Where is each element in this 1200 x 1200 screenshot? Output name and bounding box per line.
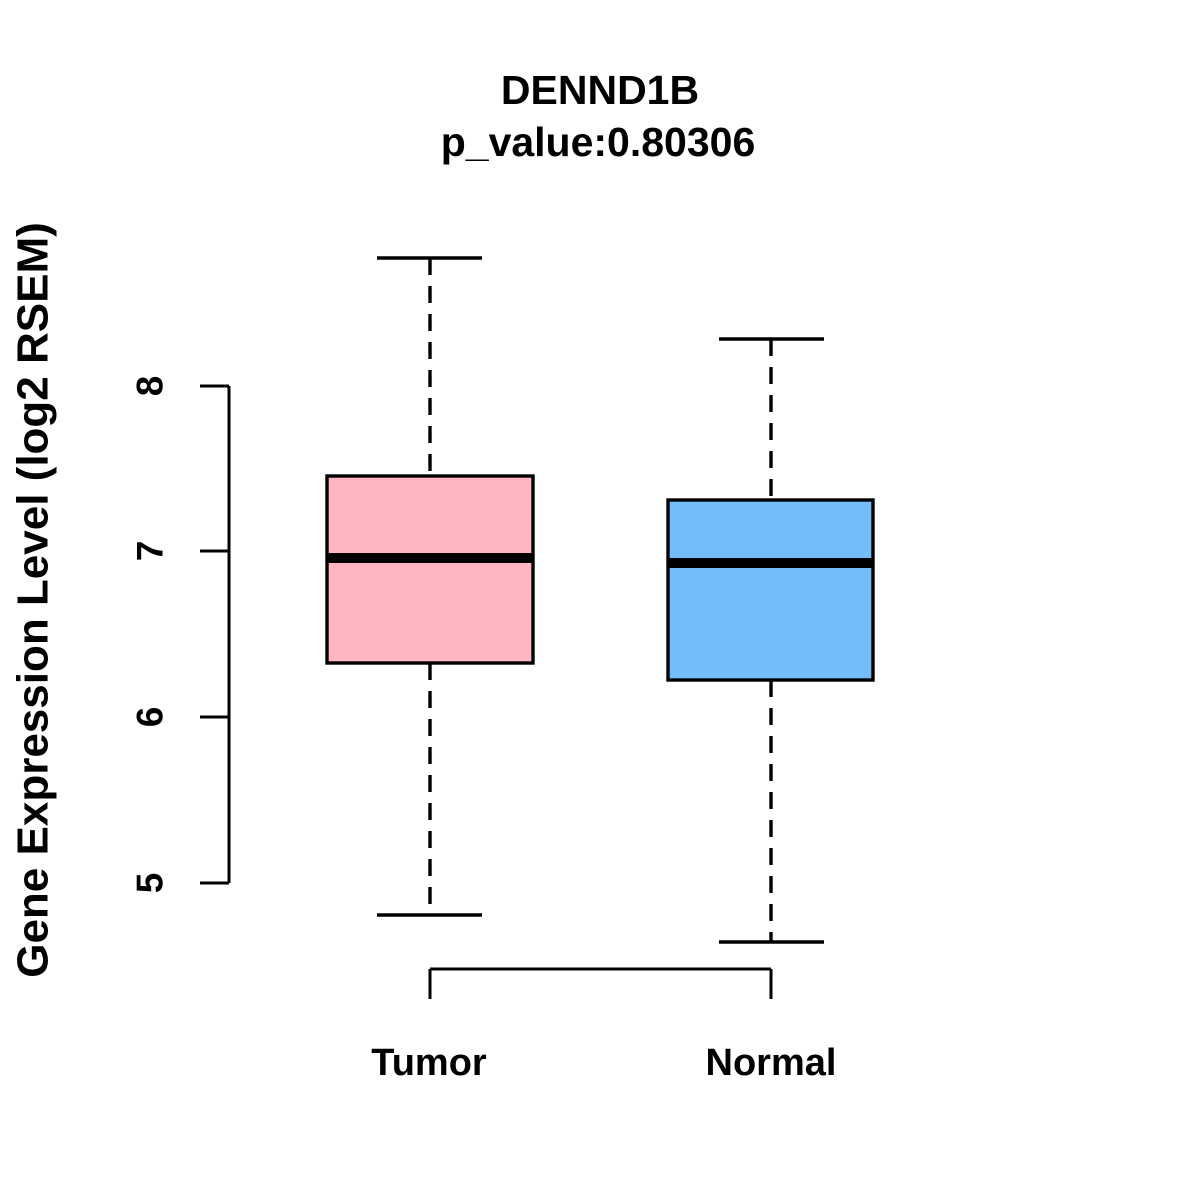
tumor-box: [325, 474, 535, 665]
y-tick-label-6: 6: [130, 707, 171, 728]
normal-boxplot: [666, 337, 875, 944]
y-tick-label-7: 7: [130, 541, 171, 562]
x-tick-label-normal: Normal: [706, 1042, 837, 1084]
y-tick-label-5: 5: [130, 873, 171, 894]
y-axis-title: Gene Expression Level (log2 RSEM): [9, 222, 58, 978]
chart-subtitle-pvalue: p_value:0.80306: [441, 119, 756, 165]
x-tick-label-tumor: Tumor: [371, 1042, 487, 1084]
chart-title: DENND1B: [501, 67, 699, 113]
normal-box: [666, 498, 875, 682]
tumor-boxplot: [325, 256, 535, 917]
y-tick-label-8: 8: [130, 376, 171, 397]
